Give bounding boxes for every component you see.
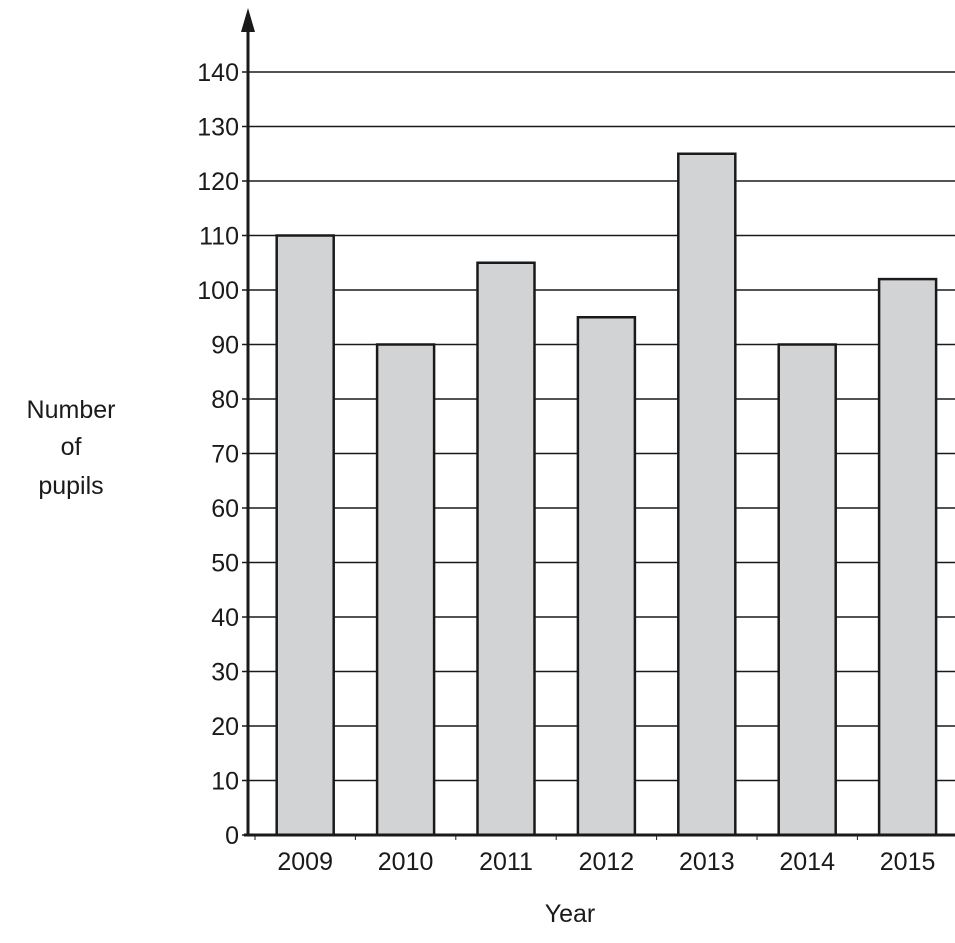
x-axis-title: Year — [545, 900, 596, 928]
bar — [275, 234, 335, 837]
y-ticks: 0 10 20 30 40 50 60 70 80 90 100 110 120 130 140 — [197, 59, 248, 850]
x-tick-label: 2012 — [579, 848, 635, 876]
x-tick-label: 2015 — [880, 848, 936, 876]
y-axis-title-line-1: Number — [27, 396, 116, 424]
x-tick-label: 2009 — [277, 848, 333, 876]
x-tick-label: 2014 — [779, 848, 835, 876]
bar — [777, 343, 837, 837]
y-tick-label: 40 — [211, 604, 239, 632]
bar — [677, 152, 737, 837]
bar — [576, 316, 637, 837]
bar — [476, 261, 536, 837]
bar — [877, 277, 938, 837]
y-tick-label: 30 — [211, 659, 239, 687]
y-tick-label: 50 — [211, 550, 239, 578]
y-axis-title-line-2: of — [61, 433, 82, 461]
x-ticks: 2009 2010 2011 2012 2013 2014 2015 — [254, 835, 936, 876]
y-tick-label: 20 — [211, 713, 239, 741]
axes — [241, 8, 955, 837]
y-tick-label: 70 — [211, 441, 239, 469]
bar — [375, 343, 436, 837]
y-tick-label: 100 — [197, 277, 239, 305]
y-tick-label: 130 — [197, 114, 239, 142]
bars — [275, 152, 938, 837]
y-tick-label: 0 — [225, 822, 239, 850]
y-axis-arrow — [241, 8, 255, 32]
y-tick-label: 140 — [197, 59, 239, 87]
x-tick-label: 2011 — [479, 848, 533, 876]
x-tick-label: 2010 — [378, 848, 434, 876]
x-tick-label: 2013 — [679, 848, 735, 876]
y-tick-label: 90 — [211, 332, 239, 360]
y-tick-label: 60 — [211, 495, 239, 523]
y-tick-label: 10 — [211, 768, 239, 796]
y-tick-label: 110 — [199, 223, 239, 251]
y-tick-label: 120 — [197, 168, 239, 196]
y-tick-label: 80 — [211, 386, 239, 414]
y-axis-title-line-3: pupils — [38, 472, 103, 500]
